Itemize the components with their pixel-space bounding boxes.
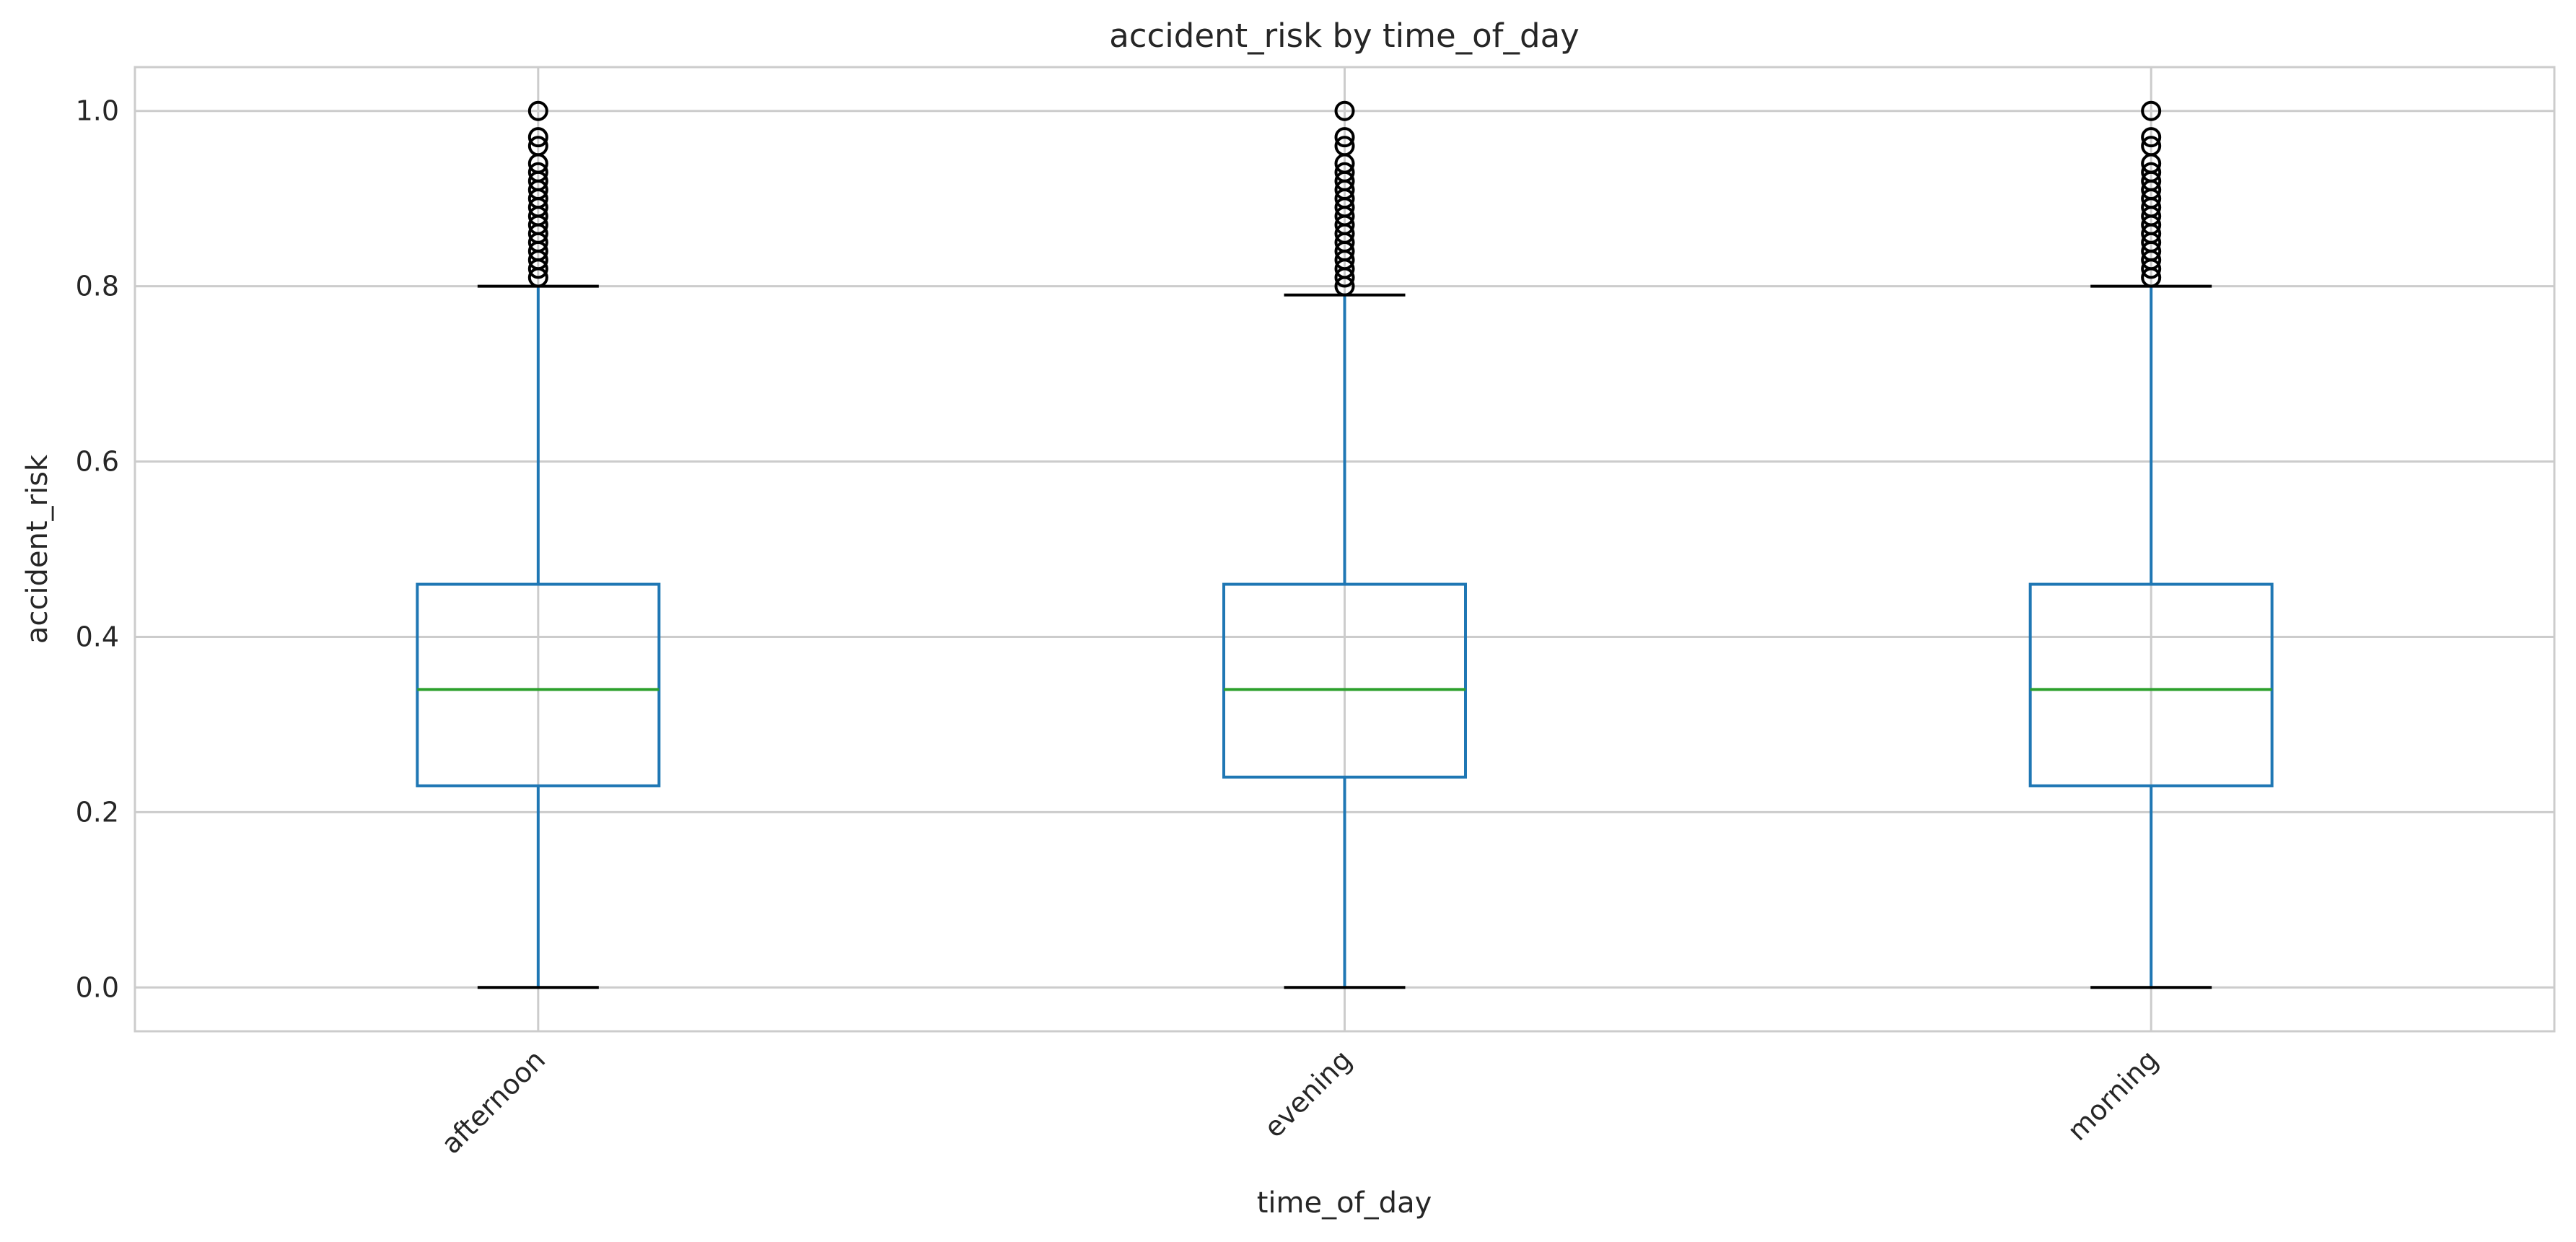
iqr-box <box>416 582 661 787</box>
outlier-point <box>1334 162 1355 183</box>
y-tick-label: 0.8 <box>76 271 119 302</box>
outlier-point <box>527 127 548 148</box>
outlier-point <box>2141 100 2162 121</box>
outlier-point <box>1334 100 1355 121</box>
y-tick-label: 0.6 <box>76 446 119 478</box>
outlier-point <box>1334 127 1355 148</box>
outlier-point <box>1334 136 1355 157</box>
outlier-point <box>2141 162 2162 183</box>
outlier-point <box>2141 127 2162 148</box>
box-group-morning <box>2028 100 2274 989</box>
outlier-point <box>2141 136 2162 157</box>
iqr-box <box>2028 582 2274 787</box>
x-tick-labels: afternoon evening morning <box>435 1044 2164 1160</box>
box-group-evening <box>1222 100 1467 989</box>
iqr-box <box>1222 582 1467 779</box>
y-axis-label: accident_risk <box>21 454 54 644</box>
x-tick-label: afternoon <box>435 1044 551 1160</box>
outlier-point <box>527 162 548 183</box>
y-tick-label: 0.2 <box>76 796 119 828</box>
x-axis-label: time_of_day <box>1257 1186 1432 1220</box>
outlier-point <box>527 100 548 121</box>
box-layer <box>416 100 2274 989</box>
y-tick-label: 0.0 <box>76 971 119 1003</box>
y-tick-labels: 0.0 0.2 0.4 0.6 0.8 1.0 <box>76 95 119 1004</box>
box-group-afternoon <box>416 100 661 989</box>
y-tick-label: 1.0 <box>76 95 119 127</box>
x-tick-label: evening <box>1258 1044 1358 1144</box>
chart-title: accident_risk by time_of_day <box>1109 17 1580 55</box>
y-tick-label: 0.4 <box>76 621 119 652</box>
x-tick-label: morning <box>2062 1044 2165 1147</box>
outlier-point <box>527 136 548 157</box>
plot-frame <box>133 66 2556 1033</box>
